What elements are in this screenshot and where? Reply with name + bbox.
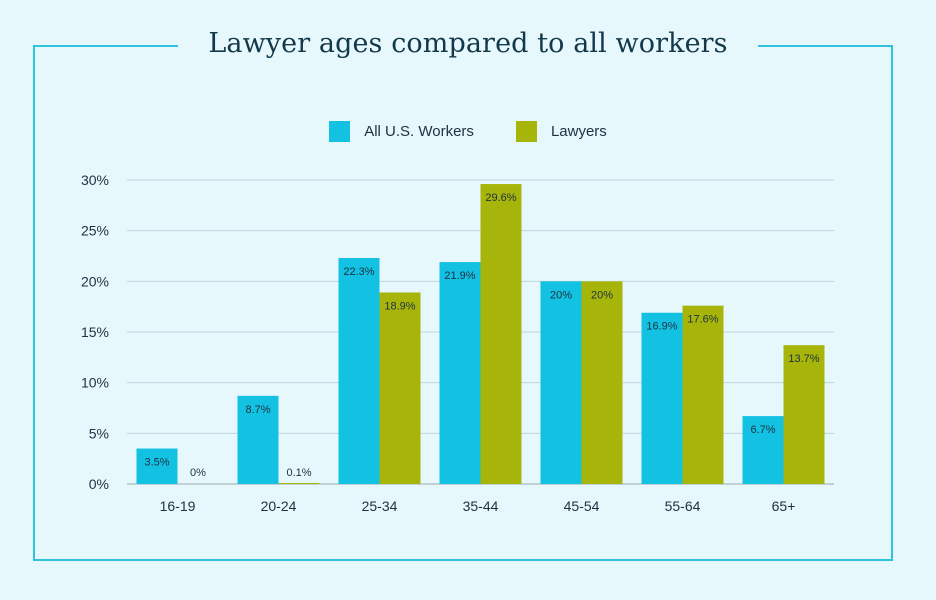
bar-lawyers-65+ xyxy=(783,345,825,484)
chart-frame xyxy=(33,45,893,561)
data-label: 29.6% xyxy=(485,192,516,204)
y-tick-label: 30% xyxy=(81,172,109,188)
x-tick-label: 20-24 xyxy=(261,498,297,514)
legend-label-lawyers: Lawyers xyxy=(550,123,607,140)
data-label: 17.6% xyxy=(687,314,718,326)
x-tick-label: 16-19 xyxy=(160,498,196,514)
y-tick-label: 25% xyxy=(81,223,109,239)
bar-all-workers-65+ xyxy=(742,416,784,484)
legend-swatch-lawyers xyxy=(515,121,537,142)
data-label: 20% xyxy=(591,289,613,301)
bar-lawyers-25-34 xyxy=(379,292,421,484)
bar-lawyers-55-64 xyxy=(682,305,724,484)
chart-title: Lawyer ages compared to all workers xyxy=(0,28,936,59)
bar-lawyers-20-24 xyxy=(278,482,320,484)
bar-lawyers-35-44 xyxy=(480,184,522,484)
frame-top-line-left xyxy=(33,45,217,47)
y-tick-label: 15% xyxy=(81,324,109,340)
data-label: 13.7% xyxy=(788,353,819,365)
chart-title-text: Lawyer ages compared to all workers xyxy=(178,28,758,59)
x-tick-label: 55-64 xyxy=(665,498,701,514)
data-label: 6.7% xyxy=(750,424,775,436)
legend-item-lawyers: Lawyers xyxy=(515,121,607,142)
chart-legend: All U.S. Workers Lawyers xyxy=(0,121,936,142)
y-tick-label: 10% xyxy=(81,375,109,391)
data-label: 22.3% xyxy=(343,266,374,278)
data-label: 20% xyxy=(550,289,572,301)
data-label: 16.9% xyxy=(646,321,677,333)
x-tick-label: 25-34 xyxy=(362,498,398,514)
data-label: 18.9% xyxy=(384,300,415,312)
bar-all-workers-25-34 xyxy=(338,258,380,484)
x-tick-label: 35-44 xyxy=(463,498,499,514)
legend-swatch-all-workers xyxy=(329,121,351,142)
data-label: 3.5% xyxy=(144,457,169,469)
data-label: 21.9% xyxy=(444,270,475,282)
y-tick-label: 0% xyxy=(89,476,109,492)
legend-label-all-workers: All U.S. Workers xyxy=(364,123,474,140)
bar-all-workers-55-64 xyxy=(641,312,683,484)
y-tick-label: 5% xyxy=(89,425,109,441)
x-tick-label: 65+ xyxy=(772,498,796,514)
data-label: 0.1% xyxy=(286,467,311,479)
bar-all-workers-45-54 xyxy=(540,281,582,484)
data-label: 8.7% xyxy=(245,404,270,416)
legend-item-all-workers: All U.S. Workers xyxy=(329,121,474,142)
data-label: 0% xyxy=(190,467,206,479)
bar-lawyers-45-54 xyxy=(581,281,623,484)
y-tick-label: 20% xyxy=(81,273,109,289)
frame-top-line-right xyxy=(716,45,893,47)
x-tick-label: 45-54 xyxy=(564,498,600,514)
bar-all-workers-35-44 xyxy=(439,262,481,484)
bar-all-workers-20-24 xyxy=(237,395,279,484)
bar-all-workers-16-19 xyxy=(136,448,178,484)
